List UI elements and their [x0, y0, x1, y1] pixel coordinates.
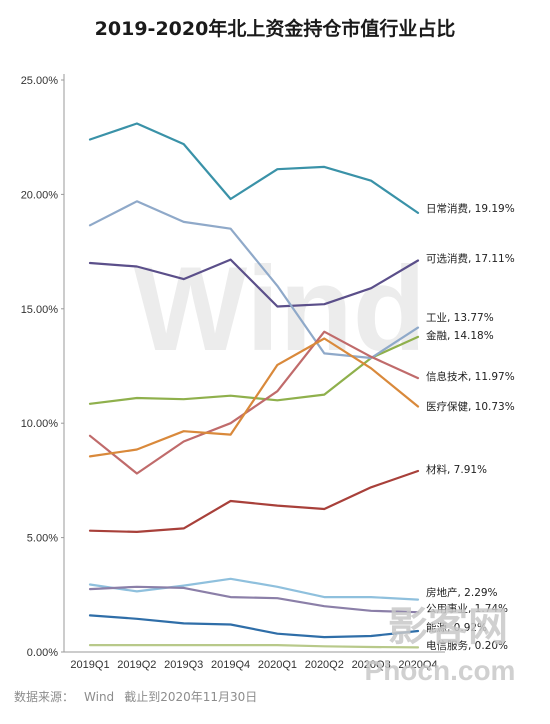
x-tick-label: 2020Q3 — [352, 659, 391, 671]
source-label: 数据来源： — [14, 690, 75, 704]
series-line-能源 — [88, 614, 420, 639]
site-mark-top: 影客网 — [388, 604, 508, 650]
x-tick-label: 2020Q2 — [305, 659, 344, 671]
source-name: Wind — [84, 690, 115, 704]
series-label: 能源, 0.92% — [426, 621, 487, 634]
y-tick-label: 0.00% — [27, 647, 58, 659]
tick-labels: 0.00% 5.00% 10.00% 15.00% 20.00% 25.00% 2019Q1… — [21, 75, 438, 671]
y-tick-label: 15.00% — [21, 304, 59, 316]
series-lines — [88, 122, 420, 649]
series-label: 公用事业, 1.74% — [426, 602, 508, 615]
site-watermark: 影客网 Phocn.com — [365, 604, 516, 686]
watermark: Wind — [134, 242, 426, 376]
x-tick-label: 2019Q4 — [211, 659, 250, 671]
y-tick-label: 5.00% — [27, 533, 58, 545]
source-note: 数据来源： Wind 截止到2020年11月30日 — [14, 688, 267, 705]
y-tick-label: 10.00% — [21, 418, 59, 430]
x-tick-label: 2019Q1 — [70, 659, 109, 671]
site-mark-bottom: Phocn.com — [365, 655, 516, 686]
x-tick-label: 2020Q1 — [258, 659, 297, 671]
series-label: 日常消费, 19.19% — [426, 202, 515, 215]
watermark-text: Wind — [134, 242, 426, 376]
series-line-房地产 — [88, 577, 420, 601]
axes — [63, 74, 445, 653]
series-labels: 日常消费, 19.19% 可选消费, 17.11% 工业, 13.77% 金融, 14… — [426, 202, 515, 652]
series-label: 可选消费, 17.11% — [426, 252, 515, 265]
chart-title: 2019-2020年北上资金持仓市值行业占比 — [94, 18, 456, 40]
series-label: 医疗保健, 10.73% — [426, 400, 515, 413]
series-line-金融 — [88, 200, 420, 360]
series-label: 电信服务, 0.20% — [426, 639, 508, 652]
series-label: 金融, 14.18% — [426, 329, 494, 342]
series-line-可选消费 — [88, 258, 420, 308]
series-label: 材料, 7.91% — [426, 463, 487, 476]
series-label: 房地产, 2.29% — [426, 586, 498, 599]
series-label: 工业, 13.77% — [426, 312, 494, 324]
series-line-公用事业 — [88, 585, 420, 614]
y-tick-label: 25.00% — [21, 75, 59, 87]
y-tick-label: 20.00% — [21, 189, 59, 201]
x-tick-label: 2020Q4 — [398, 659, 437, 671]
cutoff-date: 截止到2020年11月30日 — [124, 690, 258, 704]
x-tick-label: 2019Q2 — [117, 659, 156, 671]
series-line-信息技术 — [88, 330, 420, 475]
series-label: 信息技术, 11.97% — [426, 370, 515, 383]
series-line-日常消费 — [88, 122, 420, 214]
series-line-医疗保健 — [88, 337, 420, 458]
series-line-材料 — [88, 469, 420, 534]
x-tick-label: 2019Q3 — [164, 659, 203, 671]
series-line-电信服务 — [88, 643, 420, 649]
